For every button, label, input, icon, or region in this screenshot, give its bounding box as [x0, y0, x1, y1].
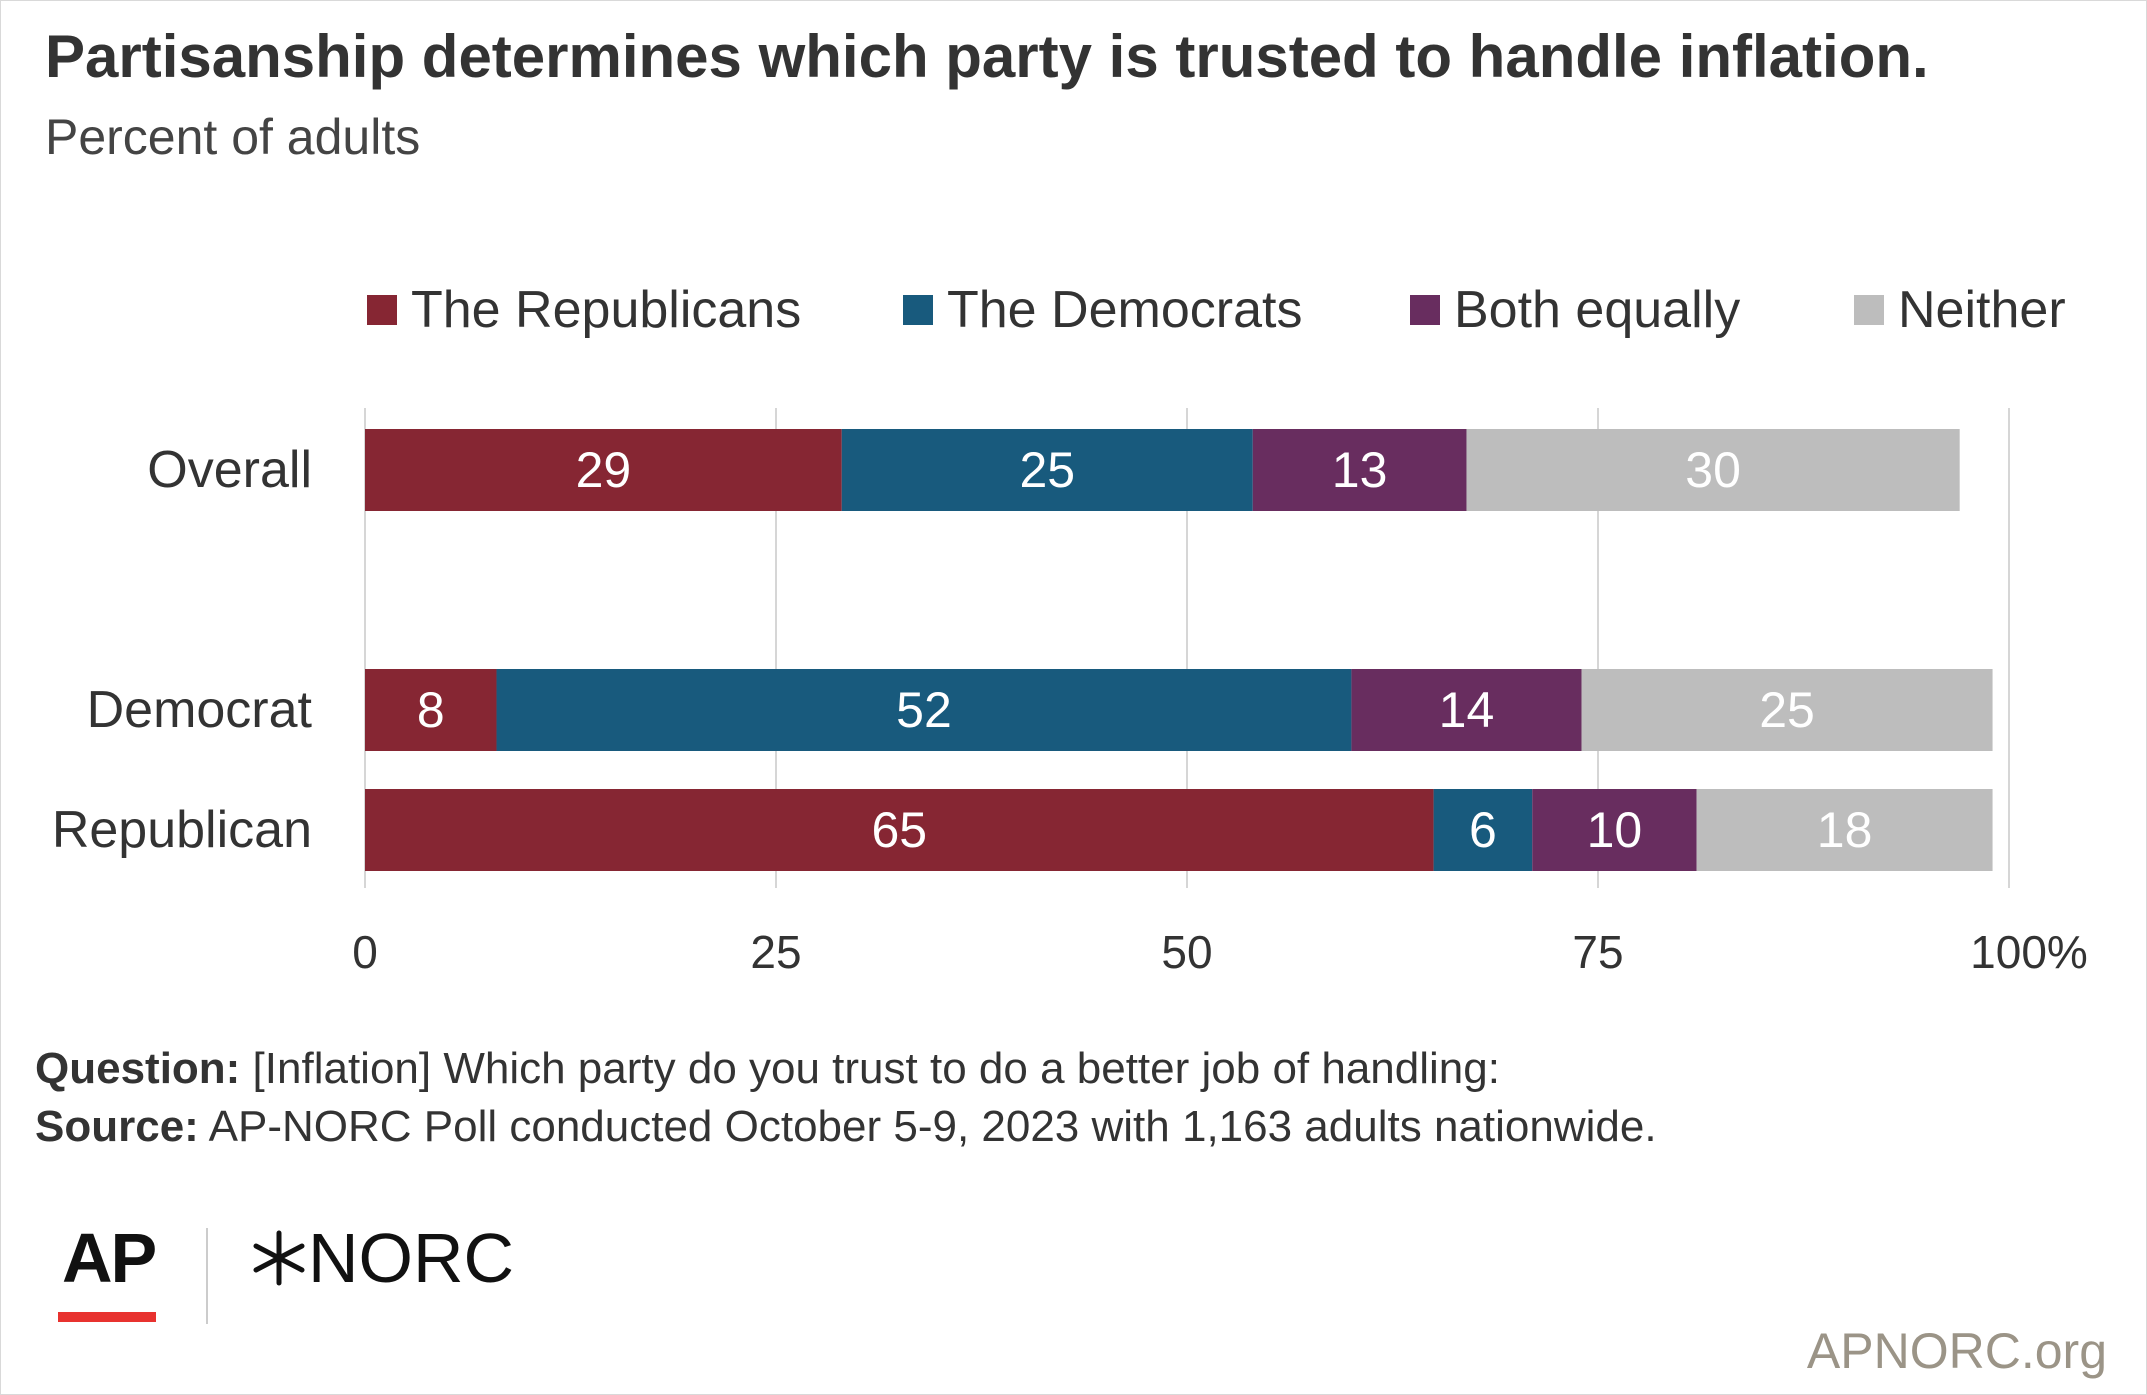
- legend-swatch-democrats: [903, 295, 933, 325]
- bar-segment: [1696, 789, 1993, 871]
- bar-segment: [1433, 789, 1533, 871]
- x-tick-label: 25: [750, 926, 801, 978]
- bar-segment: [841, 429, 1253, 511]
- ap-logo: AP: [62, 1219, 157, 1297]
- data-label: 18: [1817, 802, 1873, 858]
- ap-logo-underline: [58, 1312, 156, 1322]
- question-note: Question: [Inflation] Which party do you…: [35, 1040, 1657, 1098]
- legend-swatch-republicans: [367, 295, 397, 325]
- bar-segment: [1252, 429, 1467, 511]
- source-label: Source:: [35, 1102, 199, 1151]
- chart-title: Partisanship determines which party is t…: [45, 23, 1929, 90]
- legend-label: The Republicans: [411, 281, 802, 339]
- x-tick-label: 50: [1161, 926, 1212, 978]
- legend-swatch-neither: [1854, 295, 1884, 325]
- data-label: 10: [1587, 802, 1643, 858]
- x-tick-label: 100%: [1970, 926, 2088, 978]
- data-label: 14: [1439, 682, 1495, 738]
- legend-label: The Democrats: [947, 281, 1303, 339]
- x-tick-label: 75: [1572, 926, 1623, 978]
- legend: The Republicans The Democrats Both equal…: [0, 280, 2147, 350]
- legend-swatch-both-equally: [1410, 295, 1440, 325]
- data-label: 25: [1019, 442, 1075, 498]
- bar-segment: [365, 429, 842, 511]
- x-tick-label: 0: [352, 926, 378, 978]
- question-label: Question:: [35, 1044, 241, 1093]
- bar-segment: [365, 789, 1434, 871]
- data-label: 30: [1685, 442, 1741, 498]
- source-note: Source: AP-NORC Poll conducted October 5…: [35, 1098, 1657, 1156]
- bar-segment: [496, 669, 1352, 751]
- norc-logo-text: NORC: [308, 1219, 515, 1297]
- star-burst-icon: [253, 1230, 305, 1286]
- category-label: Overall: [147, 441, 312, 499]
- data-label: 6: [1469, 802, 1497, 858]
- data-label: 8: [417, 682, 445, 738]
- bar-segment: [1532, 789, 1697, 871]
- legend-item-republicans: The Republicans: [367, 280, 801, 340]
- data-label: 13: [1332, 442, 1388, 498]
- legend-label: Neither: [1898, 281, 2066, 339]
- category-label: Republican: [52, 801, 312, 859]
- data-label: 25: [1759, 682, 1815, 738]
- bar-segment: [1581, 669, 1993, 751]
- bar-segment: [1351, 669, 1582, 751]
- chart-notes: Question: [Inflation] Which party do you…: [35, 1040, 1657, 1156]
- data-label: 29: [576, 442, 632, 498]
- source-text: AP-NORC Poll conducted October 5-9, 2023…: [198, 1102, 1657, 1151]
- question-text: [Inflation] Which party do you trust to …: [240, 1044, 1500, 1093]
- legend-item-neither: Neither: [1854, 280, 2066, 340]
- logo-divider: [206, 1228, 208, 1324]
- norc-logo: NORC: [250, 1218, 514, 1298]
- data-label: 52: [896, 682, 952, 738]
- legend-item-both-equally: Both equally: [1410, 280, 1740, 340]
- legend-label: Both equally: [1454, 281, 1741, 339]
- legend-item-democrats: The Democrats: [903, 280, 1302, 340]
- website-link[interactable]: APNORC.org: [1806, 1323, 2107, 1379]
- bar-segment: [1466, 429, 1960, 511]
- bar-chart: 0 25 50 75 100% Overall Democrat Republican 29 25…: [52, 408, 2088, 978]
- bar-segment: [365, 669, 497, 751]
- chart-subtitle: Percent of adults: [45, 109, 421, 165]
- data-label: 65: [871, 802, 927, 858]
- category-label: Democrat: [87, 681, 313, 739]
